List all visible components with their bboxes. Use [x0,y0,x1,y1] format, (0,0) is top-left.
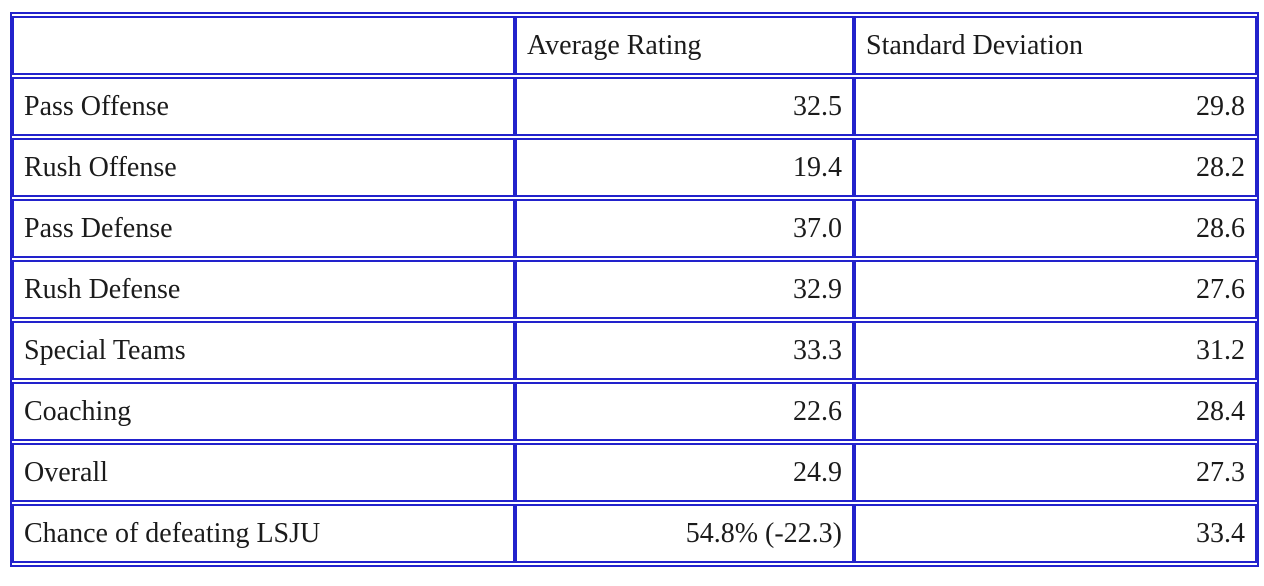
average-rating-value: 32.9 [515,260,854,319]
standard-deviation-value: 28.6 [854,199,1257,258]
standard-deviation-value: 27.6 [854,260,1257,319]
row-label: Special Teams [12,321,515,380]
standard-deviation-value: 28.2 [854,138,1257,197]
standard-deviation-value: 28.4 [854,382,1257,441]
standard-deviation-value: 33.4 [854,504,1257,563]
table-row-coaching: Coaching 22.6 28.4 [12,382,1257,441]
standard-deviation-value: 27.3 [854,443,1257,502]
row-label: Rush Defense [12,260,515,319]
table-row-pass-defense: Pass Defense 37.0 28.6 [12,199,1257,258]
row-label: Coaching [12,382,515,441]
row-label: Pass Offense [12,77,515,136]
average-rating-value: 24.9 [515,443,854,502]
standard-deviation-value: 29.8 [854,77,1257,136]
team-ratings-table: Average Rating Standard Deviation Pass O… [10,12,1259,567]
standard-deviation-value: 31.2 [854,321,1257,380]
row-label: Overall [12,443,515,502]
table-header-row: Average Rating Standard Deviation [12,16,1257,75]
average-rating-value: 19.4 [515,138,854,197]
table-row-rush-defense: Rush Defense 32.9 27.6 [12,260,1257,319]
row-label: Rush Offense [12,138,515,197]
table-row-rush-offense: Rush Offense 19.4 28.2 [12,138,1257,197]
average-rating-value: 22.6 [515,382,854,441]
average-rating-value: 32.5 [515,77,854,136]
header-average-rating: Average Rating [515,16,854,75]
header-standard-deviation: Standard Deviation [854,16,1257,75]
average-rating-value: 33.3 [515,321,854,380]
row-label: Chance of defeating LSJU [12,504,515,563]
table-row-chance-of-defeating-lsju: Chance of defeating LSJU 54.8% (-22.3) 3… [12,504,1257,563]
header-empty-cell [12,16,515,75]
average-rating-value: 37.0 [515,199,854,258]
table-row-pass-offense: Pass Offense 32.5 29.8 [12,77,1257,136]
table-row-special-teams: Special Teams 33.3 31.2 [12,321,1257,380]
table-row-overall: Overall 24.9 27.3 [12,443,1257,502]
average-rating-value: 54.8% (-22.3) [515,504,854,563]
row-label: Pass Defense [12,199,515,258]
